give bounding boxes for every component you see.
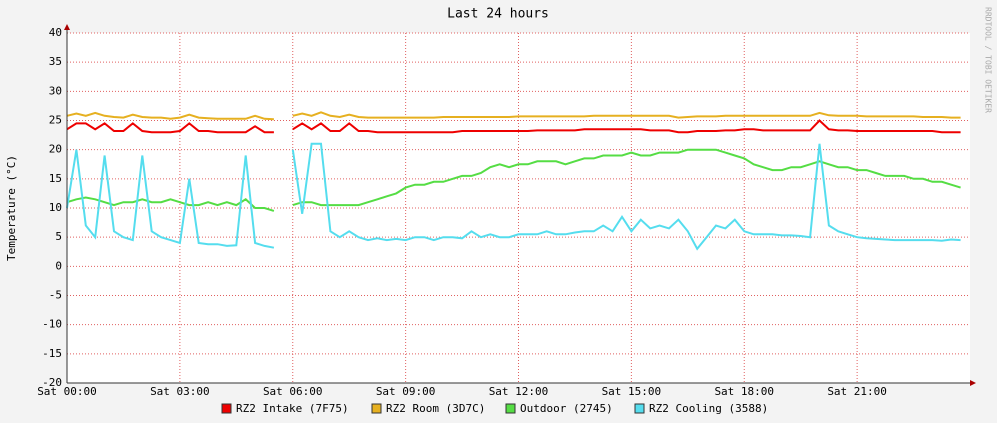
series-line	[66, 142, 961, 251]
y-axis-label: Temperature (°C)	[5, 155, 18, 261]
legend-label: RZ2 Cooling (3588)	[649, 402, 768, 415]
x-tick-label: Sat 15:00	[602, 385, 662, 398]
legend-label: Outdoor (2745)	[520, 402, 613, 415]
legend-label: RZ2 Intake (7F75)	[236, 402, 349, 415]
y-tick-label: 20	[49, 143, 62, 156]
legend-swatch	[221, 403, 232, 414]
x-tick-label: Sat 06:00	[263, 385, 323, 398]
x-tick-label: Sat 18:00	[714, 385, 774, 398]
y-tick-label: 25	[49, 114, 62, 127]
legend-swatch	[634, 403, 645, 414]
y-tick-label: -15	[42, 347, 62, 360]
series-lines	[66, 111, 961, 251]
x-tick-label: Sat 09:00	[376, 385, 436, 398]
legend-label: RZ2 Room (3D7C)	[386, 402, 485, 415]
y-tick-label: 5	[55, 230, 62, 243]
chart-title: Last 24 hours	[447, 7, 549, 22]
x-tick-label: Sat 00:00	[37, 385, 97, 398]
series-line	[66, 111, 961, 121]
y-tick-label: 35	[49, 55, 62, 68]
series-line	[66, 119, 961, 134]
y-tick-label: -20	[42, 376, 62, 389]
y-tick-label: 30	[49, 84, 62, 97]
watermark: RRDTOOL / TOBI OETIKER	[984, 7, 993, 113]
y-tick-label: 40	[49, 26, 62, 39]
y-tick-label: -5	[49, 289, 62, 302]
y-tick-label: -10	[42, 318, 62, 331]
y-arrow	[64, 24, 70, 30]
legend: RZ2 Intake (7F75) RZ2 Room (3D7C) Outdoor …	[221, 402, 768, 415]
legend-swatch	[371, 403, 382, 414]
y-tick-label: 15	[49, 172, 62, 185]
legend-swatch	[505, 403, 516, 414]
series-line	[66, 148, 961, 212]
y-tick-label: 0	[55, 259, 62, 272]
y-tick-label: 10	[49, 201, 62, 214]
x-tick-label: Sat 03:00	[150, 385, 210, 398]
x-tick-label: Sat 21:00	[827, 385, 887, 398]
x-arrow	[970, 380, 976, 386]
x-tick-label: Sat 12:00	[489, 385, 549, 398]
